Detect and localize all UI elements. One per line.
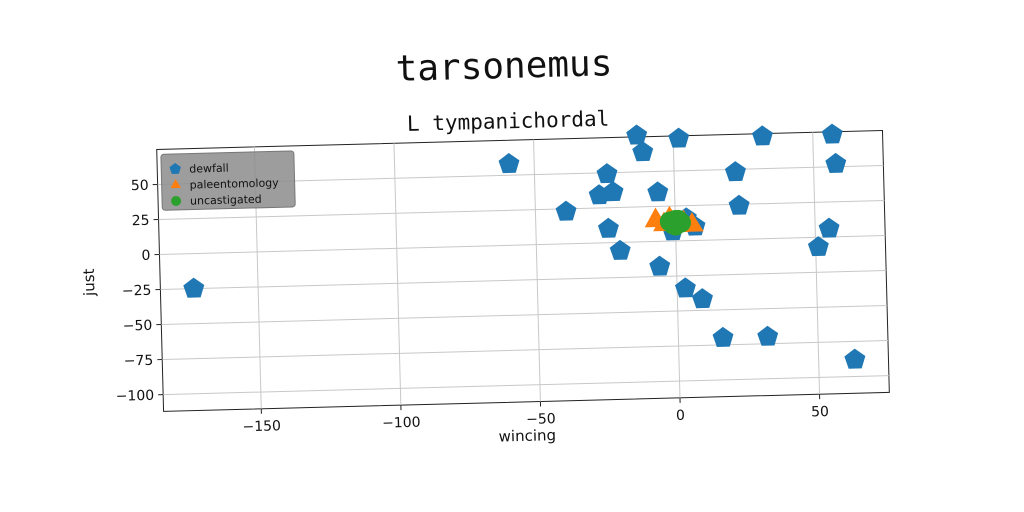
y-grid-line xyxy=(158,199,885,220)
legend-marker xyxy=(171,195,182,206)
y-tick-label: −25 xyxy=(122,283,152,300)
data-point xyxy=(752,125,773,146)
data-point xyxy=(596,163,618,184)
x-tick-label: −150 xyxy=(242,418,281,435)
data-markers xyxy=(183,123,866,369)
data-point xyxy=(757,325,779,346)
y-tick-label: 25 xyxy=(132,213,150,229)
legend-label: paleentomology xyxy=(189,176,279,191)
x-tick-label: 0 xyxy=(676,408,685,424)
data-point xyxy=(597,217,619,238)
y-tick-label: −50 xyxy=(123,318,153,335)
x-grid-line xyxy=(672,135,681,398)
data-point xyxy=(668,209,689,230)
data-point xyxy=(647,181,669,202)
y-tick-label: −75 xyxy=(124,353,154,370)
x-grid-line xyxy=(812,132,821,395)
x-grid-line xyxy=(533,139,541,402)
legend-marker xyxy=(169,162,181,174)
legend-label: uncastigated xyxy=(190,193,262,208)
data-point xyxy=(555,200,577,221)
data-point xyxy=(674,277,696,298)
data-point xyxy=(498,153,520,174)
data-point xyxy=(724,161,746,182)
y-grid-line xyxy=(159,235,886,256)
y-tick-label: 50 xyxy=(131,178,149,194)
data-point xyxy=(844,348,866,369)
data-point xyxy=(649,255,671,276)
plot-title: L tympanichordal xyxy=(407,107,610,136)
x-axis-label: wincing xyxy=(498,426,556,445)
data-point xyxy=(712,326,734,347)
x-tick-label: −100 xyxy=(382,415,421,432)
data-point xyxy=(626,124,648,145)
data-point xyxy=(825,152,847,173)
y-tick-label: −100 xyxy=(116,388,155,405)
data-point xyxy=(691,288,713,309)
y-grid-line xyxy=(163,375,889,396)
legend-label: dewfall xyxy=(189,162,229,176)
data-point xyxy=(609,239,631,260)
y-ticks: −100 −75 −50 −25 0 25 50 xyxy=(116,178,164,405)
x-grid-line xyxy=(393,143,402,406)
legend-box xyxy=(160,150,296,211)
series-uncastigated xyxy=(659,209,691,236)
data-point xyxy=(818,217,840,238)
data-point xyxy=(632,141,654,162)
data-point xyxy=(807,236,829,257)
data-point xyxy=(821,123,843,144)
plot-area xyxy=(156,129,890,412)
figure-suptitle: tarsonemus xyxy=(395,43,613,90)
x-tick-label: 50 xyxy=(811,404,829,420)
y-grid-line xyxy=(161,305,888,326)
data-point xyxy=(728,194,750,215)
axes-group: L tympanichordal −150 −100 −50 0 50 −100−75−… xyxy=(80,107,890,446)
legend-marker xyxy=(170,178,181,189)
x-tick-label: −50 xyxy=(526,411,556,428)
data-point xyxy=(183,277,205,298)
data-point xyxy=(602,181,624,202)
x-ticks: −150 −100 −50 0 50 xyxy=(242,394,829,435)
y-tick-label: 0 xyxy=(141,248,150,264)
data-point xyxy=(668,127,690,148)
y-axis-label: just xyxy=(80,268,99,297)
y-grid-line xyxy=(160,270,887,291)
